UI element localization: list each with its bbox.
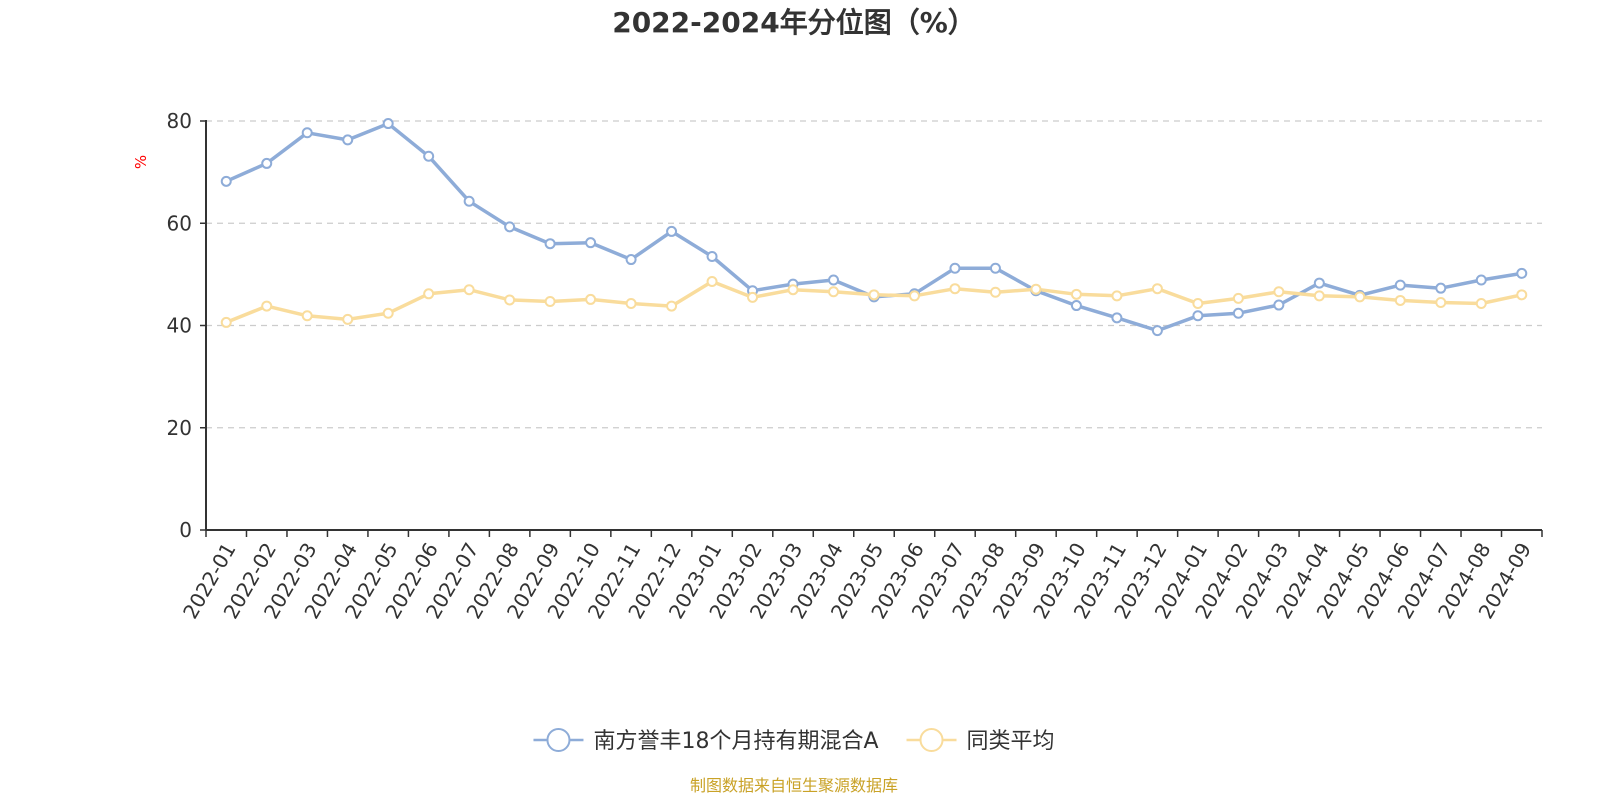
series-2-point: [1192, 298, 1204, 310]
legend-label: 南方誉丰18个月持有期混合A: [593, 729, 878, 754]
series-1-point: [989, 262, 1001, 274]
series-1-point: [1232, 307, 1244, 319]
series-1-point: [504, 221, 516, 233]
series-1-point: [1313, 277, 1325, 289]
series-2-point: [706, 276, 718, 288]
series-1-point: [342, 134, 354, 146]
y-tick-label: 0: [179, 518, 192, 542]
y-tick-label: 80: [167, 109, 192, 133]
series-2-point: [423, 288, 435, 300]
series-1-point: [585, 237, 597, 249]
y-axis-unit: %: [132, 155, 150, 169]
series-2-point: [828, 286, 840, 298]
series-2-point: [1435, 296, 1447, 308]
series-1-point: [301, 127, 313, 139]
legend[interactable]: 南方誉丰18个月持有期混合A 同类平均: [533, 728, 1055, 754]
series-2-point: [585, 293, 597, 305]
series-1-point: [828, 274, 840, 286]
data-source-note: 制图数据来自恒生聚源数据库: [690, 776, 898, 795]
series-1-point: [1273, 299, 1285, 311]
series-2-point: [787, 284, 799, 296]
series-1-point: [1070, 300, 1082, 312]
series-2-point: [463, 284, 475, 296]
series-1-point: [261, 157, 273, 169]
series-2-point: [1273, 286, 1285, 298]
series-1-point: [949, 262, 961, 274]
series-2-point: [1354, 291, 1366, 303]
series-1-point: [1394, 279, 1406, 291]
series-2-point: [544, 295, 556, 307]
series-2-point: [382, 307, 394, 319]
legend-item-2[interactable]: 同类平均: [906, 728, 1055, 754]
legend-item-1[interactable]: 南方誉丰18个月持有期混合A: [533, 728, 879, 754]
series-2-point: [1070, 288, 1082, 300]
series-1-point: [666, 225, 678, 237]
series-2-point: [1516, 289, 1528, 301]
series-2-point: [747, 291, 759, 303]
series-2-point: [1394, 294, 1406, 306]
series-2-point: [868, 289, 880, 301]
series-1-point: [1192, 310, 1204, 322]
series-2-point: [989, 286, 1001, 298]
series-2-point: [301, 310, 313, 322]
series-1-point: [1435, 282, 1447, 294]
legend-circle-icon: [546, 728, 571, 752]
y-tick-label: 20: [167, 416, 192, 440]
series-2-point: [1232, 292, 1244, 304]
series-2-point: [261, 300, 273, 312]
series-1-point: [220, 175, 232, 187]
series-2-point: [949, 283, 961, 295]
series-2-point: [1313, 290, 1325, 302]
chart-title: 2022-2024年分位图（%）: [612, 6, 976, 39]
series-2-point: [1151, 283, 1163, 295]
series-1-point: [706, 250, 718, 262]
series-2-point: [1475, 298, 1487, 310]
series-2-point: [908, 290, 920, 302]
series-1-point: [625, 254, 637, 266]
legend-label: 同类平均: [967, 729, 1055, 754]
series-lines: [220, 118, 1528, 337]
legend-circle-icon: [919, 728, 944, 752]
series-2-point: [1111, 290, 1123, 302]
series-1-point: [1516, 267, 1528, 279]
grid-lines: [206, 120, 1542, 429]
series-2-point: [504, 294, 516, 306]
series-1-point: [382, 118, 394, 130]
y-tick-label: 40: [167, 314, 192, 338]
y-tick-label: 60: [167, 211, 192, 235]
series-2-point: [220, 316, 232, 328]
series-1-point: [1151, 325, 1163, 337]
series-1-point: [1475, 274, 1487, 286]
series-1-point: [463, 195, 475, 207]
series-1-point: [423, 150, 435, 162]
series-2-point: [625, 298, 637, 310]
axes: 0204060802022-012022-022022-032022-04202…: [167, 109, 1543, 623]
series-2-point: [1030, 283, 1042, 295]
series-2-point: [342, 313, 354, 325]
series-1-point: [544, 238, 556, 250]
series-2-point: [666, 300, 678, 312]
series-1-point: [1111, 312, 1123, 324]
